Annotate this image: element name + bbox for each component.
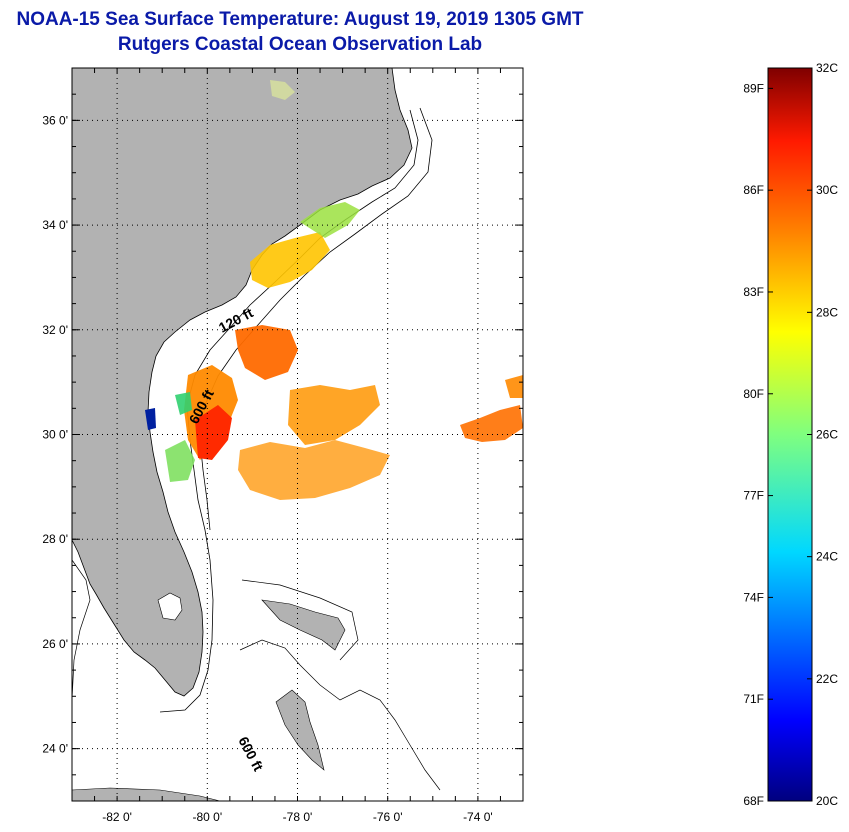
bahamas-abaco xyxy=(261,599,346,651)
colorbar-f-label: 77F xyxy=(743,489,764,503)
lon-tick-label: -82 0' xyxy=(102,810,132,824)
lat-tick-label: 34 0' xyxy=(42,218,68,232)
colorbar-c-label: 22C xyxy=(816,672,838,686)
contour-bahamas-north xyxy=(241,579,359,661)
cuba-coast xyxy=(72,787,221,801)
map-title: NOAA-15 Sea Surface Temperature: August … xyxy=(16,9,584,30)
lat-lon-grid xyxy=(71,67,524,802)
map-frame xyxy=(71,67,524,802)
colorbar-f-label: 74F xyxy=(743,590,764,604)
colorbar-f-label: 68F xyxy=(743,794,764,808)
colorbar-f-label: 80F xyxy=(743,387,764,401)
sst-data-layer xyxy=(145,80,523,500)
colorbar-c-label: 26C xyxy=(816,428,838,442)
colorbar-celsius-labels: 32C 30C 28C 26C 24C 22C 20C xyxy=(807,61,838,808)
colorbar-fahrenheit-labels: 89F 86F 83F 80F 77F 74F 71F 68F xyxy=(743,81,773,808)
lat-tick-label: 32 0' xyxy=(42,323,68,337)
lon-tick-label: -80 0' xyxy=(192,810,222,824)
longitude-labels: -82 0' -80 0' -78 0' -76 0' -74 0' xyxy=(102,810,492,824)
colorbar-c-label: 24C xyxy=(816,550,838,564)
lon-tick-label: -76 0' xyxy=(373,810,403,824)
colorbar-f-label: 71F xyxy=(743,692,764,706)
colorbar-c-label: 32C xyxy=(816,61,838,75)
colorbar xyxy=(767,67,813,802)
map-subtitle: Rutgers Coastal Ocean Observation Lab xyxy=(117,34,483,55)
contour-gulf xyxy=(72,559,91,701)
bahamas-andros xyxy=(275,689,325,771)
colorbar-c-label: 30C xyxy=(816,183,838,197)
lat-tick-label: 24 0' xyxy=(42,742,68,756)
lon-tick-label: -78 0' xyxy=(283,810,313,824)
lat-tick-label: 30 0' xyxy=(42,428,68,442)
colorbar-f-label: 83F xyxy=(743,285,764,299)
lon-tick-label: -74 0' xyxy=(463,810,493,824)
lake-okeechobee xyxy=(157,592,183,621)
lat-tick-label: 28 0' xyxy=(42,532,68,546)
colorbar-c-label: 28C xyxy=(816,305,838,319)
colorbar-f-label: 89F xyxy=(743,81,764,95)
contour-bahamas xyxy=(239,639,441,791)
lat-tick-label: 36 0' xyxy=(42,113,68,127)
colorbar-f-label: 86F xyxy=(743,183,764,197)
latitude-labels: 36 0' 34 0' 32 0' 30 0' 28 0' 26 0' 24 0' xyxy=(42,113,68,755)
colorbar-c-label: 20C xyxy=(816,794,838,808)
lat-tick-label: 26 0' xyxy=(42,637,68,651)
